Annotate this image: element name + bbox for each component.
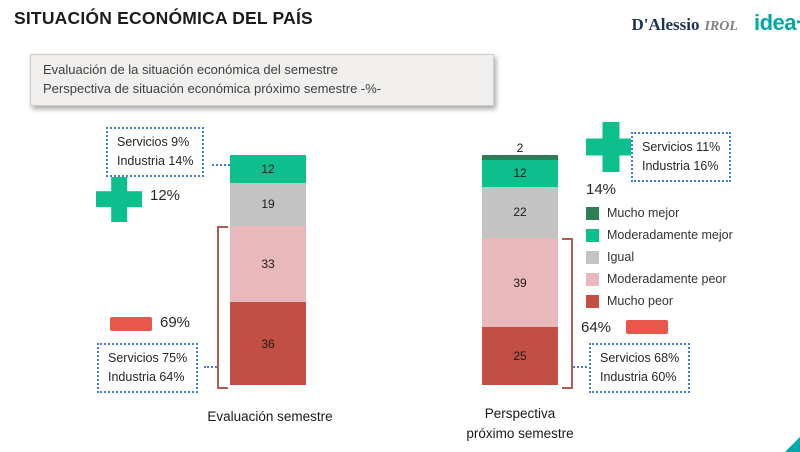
legend-item: Moderadamente mejor xyxy=(586,224,733,246)
brand-logo: D'Alessio IROL idea + xyxy=(632,9,800,37)
stacked-bar-perspectiva: 2 12 22 39 25 xyxy=(482,141,558,385)
bar-segment-value: 36 xyxy=(261,336,275,351)
axis-label-left: Evaluación semestre xyxy=(207,409,333,424)
legend-label: Moderadamente peor xyxy=(607,272,727,286)
negative-detail-right-line1: Servicios 68% xyxy=(600,351,680,365)
bar-segment-moderadamente-peor: 33 xyxy=(230,226,306,303)
bar-segment-mucho-peor: 36 xyxy=(230,302,306,385)
bar-segment-mucho-mejor: 2 xyxy=(482,141,558,160)
legend-item: Mucho mejor xyxy=(586,202,733,224)
bar-segment-value: 25 xyxy=(513,349,527,364)
legend-label: Mucho mejor xyxy=(607,206,680,220)
bar-segment-moderadamente-peor: 39 xyxy=(482,237,558,328)
dotted-connector xyxy=(204,366,217,368)
legend-label: Mucho peor xyxy=(607,294,674,308)
logo-irol: IROL xyxy=(704,19,738,34)
legend-label: Moderadamente mejor xyxy=(607,228,733,242)
dotted-connector xyxy=(573,366,587,368)
axis-label-right: Perspectiva próximo semestre xyxy=(440,404,600,445)
plus-icon-right xyxy=(586,122,636,172)
positive-pct-right: 14% xyxy=(586,181,617,198)
bar-segment-moderadamente-mejor: 12 xyxy=(230,155,306,183)
negative-pct-right: 64% xyxy=(581,319,612,336)
negative-marker-right xyxy=(626,320,668,334)
positive-pct-left: 12% xyxy=(150,187,181,204)
negative-pct-left: 69% xyxy=(160,314,191,331)
plus-icon-left xyxy=(96,176,142,222)
logo-idea: idea xyxy=(753,10,797,35)
axis-label-right-line2: próximo semestre xyxy=(466,426,574,442)
positive-detail-left-line1: Servicios 9% xyxy=(117,135,190,149)
page-title: SITUACIÓN ECONÓMICA DEL PAÍS xyxy=(14,8,313,28)
bar-segment-igual: 19 xyxy=(230,182,306,227)
bar-segment-value: 12 xyxy=(261,161,275,176)
negative-detail-right-line2: Industria 60% xyxy=(600,369,677,384)
subtitle-line-2: Perspectiva de situación económica próxi… xyxy=(43,80,382,96)
bar-segment-mucho-peor: 25 xyxy=(482,327,558,385)
stacked-bar-evaluacion: 12 19 33 36 xyxy=(230,155,306,385)
bar-segment-value: 22 xyxy=(513,205,527,220)
axis-label-right-line1: Perspectiva xyxy=(484,406,556,421)
bracket-right xyxy=(562,238,573,389)
dotted-connector xyxy=(212,164,230,166)
legend-swatch xyxy=(586,206,599,220)
bar-segment-value: 39 xyxy=(513,275,527,290)
positive-detail-right-line2: Industria 16% xyxy=(642,158,719,173)
negative-detail-left-line1: Servicios 75% xyxy=(108,351,188,365)
legend-swatch xyxy=(586,294,599,308)
legend-item: Mucho peor xyxy=(586,290,733,312)
subtitle-line-1: Evaluación de la situación económica del… xyxy=(43,62,338,77)
bracket-left xyxy=(217,226,228,389)
positive-detail-right-line1: Servicios 11% xyxy=(642,140,721,154)
positive-detail-box-right: Servicios 11% Industria 16% xyxy=(631,132,732,182)
bar-segment-value: 2 xyxy=(516,141,524,155)
legend-item: Igual xyxy=(586,246,733,268)
logo-dalessio: D'Alessio xyxy=(631,15,700,34)
legend: Mucho mejor Moderadamente mejor Igual Moder… xyxy=(586,202,733,312)
bar-segment-value: 19 xyxy=(261,197,275,212)
legend-swatch xyxy=(586,272,599,286)
negative-detail-box-left: Servicios 75% Industria 64% xyxy=(97,343,199,393)
positive-detail-left-line2: Industria 14% xyxy=(117,153,194,168)
logo-idea-plus-icon: + xyxy=(796,9,800,37)
negative-detail-left-line2: Industria 64% xyxy=(108,369,185,384)
legend-swatch xyxy=(586,228,599,242)
negative-detail-box-right: Servicios 68% Industria 60% xyxy=(589,343,691,393)
legend-item: Moderadamente peor xyxy=(586,268,733,290)
corner-triangle-icon xyxy=(785,437,800,452)
negative-marker-left xyxy=(110,317,152,331)
bar-segment-moderadamente-mejor: 12 xyxy=(482,159,558,188)
legend-label: Igual xyxy=(607,250,635,264)
subtitle-box: Evaluación de la situación económica del… xyxy=(30,54,494,106)
bar-segment-igual: 22 xyxy=(482,187,558,238)
bar-segment-value: 33 xyxy=(261,257,275,272)
positive-detail-box-left: Servicios 9% Industria 14% xyxy=(106,127,205,177)
bar-segment-value: 12 xyxy=(513,166,527,181)
legend-swatch xyxy=(586,250,599,264)
